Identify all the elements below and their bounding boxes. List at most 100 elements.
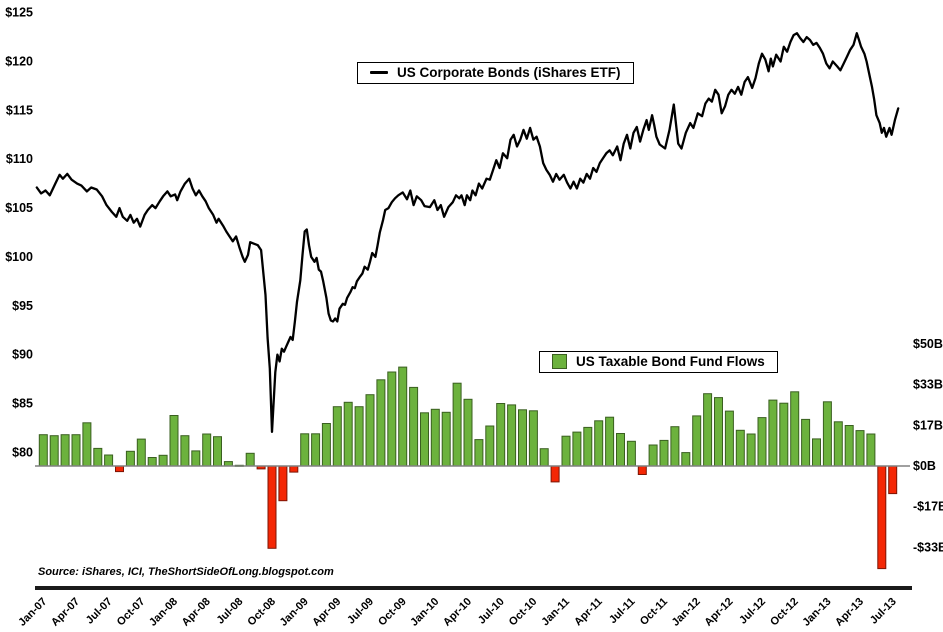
flow-bar bbox=[790, 391, 800, 467]
flow-bar bbox=[136, 438, 146, 467]
flow-bar bbox=[888, 465, 898, 495]
flow-bar bbox=[844, 425, 854, 467]
x-axis-tick-label: Apr-07 bbox=[49, 596, 82, 629]
legend-fund-flows-label: US Taxable Bond Fund Flows bbox=[576, 354, 765, 369]
x-axis-tick-label: Apr-13 bbox=[833, 596, 866, 629]
flow-bar bbox=[822, 401, 832, 467]
flow-bar bbox=[398, 366, 408, 467]
flow-bar bbox=[332, 406, 342, 467]
right-axis-tick-label: $0B bbox=[913, 459, 936, 473]
right-axis-tick-label: -$33B bbox=[913, 540, 943, 554]
flow-bar bbox=[703, 393, 713, 467]
green-square-swatch-icon bbox=[552, 354, 567, 369]
flow-bar bbox=[278, 465, 288, 502]
flow-bar bbox=[670, 426, 680, 467]
flow-bar bbox=[430, 408, 440, 467]
flow-bar bbox=[191, 450, 201, 467]
flow-bar bbox=[376, 379, 386, 467]
right-axis-tick-label: $33B bbox=[913, 378, 943, 392]
x-axis-tick-label: Jan-11 bbox=[539, 596, 572, 629]
flow-bar bbox=[801, 418, 811, 467]
x-axis-tick-label: Oct-08 bbox=[245, 596, 278, 629]
flow-bar bbox=[550, 465, 560, 483]
flow-bar bbox=[441, 411, 451, 467]
flow-bar bbox=[125, 450, 135, 467]
flow-bar bbox=[354, 406, 364, 467]
legend-corporate-bonds: US Corporate Bonds (iShares ETF) bbox=[357, 62, 634, 84]
flow-bar bbox=[289, 465, 299, 473]
left-axis-tick-label: $90 bbox=[12, 348, 33, 362]
flow-bar bbox=[343, 401, 353, 467]
left-axis-tick-label: $110 bbox=[6, 152, 33, 166]
flow-bar bbox=[93, 447, 103, 467]
flow-bar bbox=[452, 382, 462, 467]
flow-bar bbox=[82, 422, 92, 467]
flow-bar bbox=[365, 394, 375, 467]
flow-bar bbox=[474, 439, 484, 467]
x-axis-tick-label: Jan-09 bbox=[278, 596, 311, 629]
flow-bar bbox=[877, 465, 887, 570]
flow-bar bbox=[561, 435, 571, 467]
x-axis-tick-label: Jul-07 bbox=[84, 596, 115, 627]
flow-bar bbox=[714, 397, 723, 467]
flow-bar bbox=[300, 433, 310, 467]
x-axis-tick-label: Apr-12 bbox=[702, 596, 735, 629]
legend-fund-flows: US Taxable Bond Fund Flows bbox=[539, 351, 778, 373]
legend-corporate-bonds-label: US Corporate Bonds (iShares ETF) bbox=[397, 65, 621, 80]
flow-bar bbox=[213, 436, 222, 467]
flow-bar bbox=[866, 433, 876, 467]
flow-bar bbox=[692, 415, 702, 467]
flow-bar bbox=[485, 425, 495, 467]
line-swatch-icon bbox=[370, 71, 388, 74]
flow-bar bbox=[518, 409, 527, 467]
x-axis-tick-label: Jul-08 bbox=[214, 596, 245, 627]
flow-bar bbox=[245, 452, 255, 467]
flow-bar bbox=[605, 416, 615, 467]
left-axis-tick-label: $115 bbox=[6, 103, 33, 117]
flow-bar bbox=[572, 431, 582, 467]
x-axis-tick-label: Jan-08 bbox=[147, 596, 180, 629]
x-axis-tick-label: Apr-08 bbox=[180, 596, 213, 629]
x-axis-tick-label: Oct-11 bbox=[638, 596, 670, 628]
x-axis-tick-label: Oct-10 bbox=[507, 596, 540, 629]
x-axis-tick-label: Oct-07 bbox=[115, 596, 148, 629]
flow-bar bbox=[855, 430, 865, 467]
flow-bar bbox=[60, 434, 70, 467]
x-axis-tick-label: Jul-09 bbox=[345, 596, 376, 627]
flow-bar bbox=[387, 371, 397, 467]
flow-bar bbox=[104, 454, 114, 467]
flow-bar bbox=[735, 429, 745, 467]
flow-bar bbox=[169, 415, 179, 467]
flow-bar bbox=[115, 465, 124, 473]
left-axis-tick-label: $100 bbox=[5, 250, 33, 264]
flow-bar bbox=[812, 438, 821, 467]
source-note: Source: iShares, ICI, TheShortSideOfLong… bbox=[38, 566, 334, 578]
flow-bar bbox=[463, 398, 473, 467]
x-axis-tick-label: Oct-09 bbox=[376, 596, 409, 629]
flow-bar bbox=[71, 434, 81, 467]
flow-bar bbox=[158, 454, 168, 467]
flow-bar bbox=[757, 417, 767, 467]
x-axis-tick-label: Jul-11 bbox=[607, 596, 638, 627]
left-axis-tick-label: $125 bbox=[5, 6, 33, 20]
flow-bar bbox=[583, 426, 593, 467]
x-axis-tick-label: Jan-10 bbox=[408, 596, 441, 629]
flow-bar bbox=[724, 410, 734, 467]
flow-bar bbox=[507, 404, 517, 467]
left-axis-tick-label: $85 bbox=[12, 397, 33, 411]
flow-bar bbox=[659, 439, 669, 467]
price-line bbox=[35, 32, 900, 433]
flow-bar bbox=[768, 399, 778, 467]
left-axis-tick-label: $80 bbox=[12, 445, 33, 459]
left-axis-tick-label: $105 bbox=[5, 201, 33, 215]
flow-bar bbox=[267, 465, 277, 549]
x-axis-tick-label: Apr-10 bbox=[441, 596, 474, 629]
flow-bar bbox=[147, 457, 157, 467]
flow-bar bbox=[746, 433, 756, 467]
flow-bar bbox=[594, 420, 604, 467]
x-axis-tick-label: Oct-12 bbox=[768, 596, 801, 629]
flow-bar bbox=[637, 465, 647, 475]
flow-bar bbox=[180, 435, 190, 467]
x-axis-tick-label: Jan-12 bbox=[670, 596, 703, 629]
